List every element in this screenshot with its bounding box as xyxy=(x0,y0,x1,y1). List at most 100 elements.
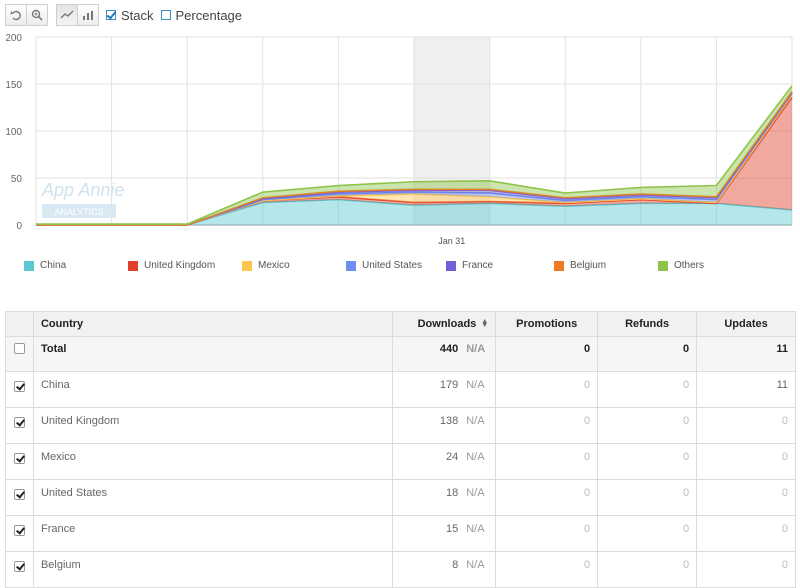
line-chart-button[interactable] xyxy=(56,4,78,26)
legend-swatch xyxy=(24,260,34,271)
promotions-column-header[interactable]: Promotions xyxy=(495,311,599,337)
total-downloads: 440 N/A xyxy=(392,336,497,372)
legend-label: China xyxy=(40,260,67,271)
legend-item[interactable]: China xyxy=(24,260,66,271)
legend-label: France xyxy=(462,260,494,271)
refunds-cell: 0 xyxy=(597,371,698,408)
bar-chart-icon xyxy=(83,11,93,20)
sort-icon: ▲ ▼ xyxy=(481,318,489,330)
row-checkbox[interactable] xyxy=(13,525,25,536)
legend-item[interactable]: Others xyxy=(658,260,704,271)
total-checkbox[interactable] xyxy=(13,343,25,354)
chart-toolbar: Stack Percentage xyxy=(5,4,242,26)
country-cell[interactable]: France xyxy=(32,515,394,552)
refunds-cell: 0 xyxy=(597,515,698,552)
refunds-cell: 0 xyxy=(597,407,698,444)
row-checkbox[interactable] xyxy=(13,417,25,428)
select-column-header xyxy=(5,311,34,337)
promotions-cell: 0 xyxy=(495,479,599,516)
legend-swatch xyxy=(554,260,564,271)
reset-zoom-button[interactable] xyxy=(5,4,27,26)
legend-label: Belgium xyxy=(570,260,607,271)
updates-cell: 0 xyxy=(696,515,796,552)
stack-label: Stack xyxy=(121,7,154,23)
refunds-cell: 0 xyxy=(597,443,698,480)
percentage-check-icon xyxy=(160,10,171,20)
y-tick-label: 50 xyxy=(11,174,23,185)
row-select-cell xyxy=(5,443,34,480)
table-row: United Kingdom 138 N/A 0 0 0 xyxy=(5,407,796,444)
country-cell[interactable]: China xyxy=(32,371,394,408)
country-table: Country Downloads ▲ ▼ Promotions Refunds U… xyxy=(5,311,796,588)
y-tick-label: 150 xyxy=(5,80,22,91)
legend-swatch xyxy=(658,260,668,271)
series-area xyxy=(36,94,792,225)
y-tick-label: 100 xyxy=(5,127,22,138)
promotions-cell: 0 xyxy=(495,371,599,408)
row-select-cell xyxy=(5,515,34,552)
row-checkbox[interactable] xyxy=(13,453,25,464)
downloads-column-header[interactable]: Downloads ▲ ▼ xyxy=(392,311,497,337)
row-checkbox[interactable] xyxy=(13,489,25,500)
y-tick-label: 200 xyxy=(5,33,22,44)
row-checkbox[interactable] xyxy=(13,561,25,572)
y-tick-label: 0 xyxy=(16,221,22,232)
total-select-cell xyxy=(5,336,34,372)
legend-item[interactable]: Belgium xyxy=(554,260,606,271)
updates-cell: 0 xyxy=(696,407,796,444)
updates-column-header[interactable]: Updates xyxy=(696,311,796,337)
row-select-cell xyxy=(5,479,34,516)
watermark-band xyxy=(42,204,116,218)
country-cell[interactable]: United States xyxy=(32,479,394,516)
percentage-checkbox[interactable]: Percentage xyxy=(160,8,242,23)
legend-swatch xyxy=(242,260,252,271)
stack-checkbox[interactable]: Stack xyxy=(106,8,154,23)
legend-item[interactable]: France xyxy=(446,260,493,271)
zoom-button[interactable] xyxy=(26,4,48,26)
updates-cell: 0 xyxy=(696,551,796,588)
updates-cell: 0 xyxy=(696,443,796,480)
series-line xyxy=(36,91,793,226)
legend-item[interactable]: Mexico xyxy=(242,260,290,271)
table-row: United States 18 N/A 0 0 0 xyxy=(5,479,796,516)
legend-label: Mexico xyxy=(258,260,290,271)
downloads-cell: 138 N/A xyxy=(392,407,497,444)
x-tick-label: Jan 31 xyxy=(438,236,465,246)
country-cell[interactable]: Mexico xyxy=(32,443,394,480)
refunds-cell: 0 xyxy=(597,551,698,588)
legend-item[interactable]: United Kingdom xyxy=(128,260,215,271)
downloads-cell: 8 N/A xyxy=(392,551,497,588)
legend-swatch xyxy=(128,260,138,271)
watermark-logo: App Annie xyxy=(41,180,124,200)
row-checkbox[interactable] xyxy=(13,381,25,392)
legend-label: United Kingdom xyxy=(144,260,216,271)
row-select-cell xyxy=(5,551,34,588)
watermark-text: ANALYTICS xyxy=(54,207,103,217)
country-cell[interactable]: Belgium xyxy=(32,551,394,588)
series-area xyxy=(36,199,792,225)
chart-legend: China United Kingdom Mexico United States Fr… xyxy=(24,260,724,274)
updates-cell: 11 xyxy=(696,371,796,408)
series-line xyxy=(36,85,793,225)
country-column-header[interactable]: Country xyxy=(32,311,394,337)
undo-icon xyxy=(10,10,21,21)
legend-label: Others xyxy=(674,260,705,271)
refunds-column-header[interactable]: Refunds xyxy=(597,311,698,337)
total-label: Total xyxy=(32,336,394,372)
legend-swatch xyxy=(346,260,356,271)
downloads-cell: 18 N/A xyxy=(392,479,497,516)
legend-item[interactable]: United States xyxy=(346,260,422,271)
promotions-cell: 0 xyxy=(495,551,599,588)
total-updates: 11 xyxy=(696,336,796,372)
promotions-cell: 0 xyxy=(495,515,599,552)
updates-cell: 0 xyxy=(696,479,796,516)
line-chart-icon xyxy=(60,10,74,19)
table-row: China 179 N/A 0 0 11 xyxy=(5,371,796,408)
downloads-chart: 0 50 100 150 200 App Annie ANALYTICS Jan 31 xyxy=(5,33,793,246)
country-cell[interactable]: United Kingdom xyxy=(32,407,394,444)
total-promotions: 0 xyxy=(495,336,599,372)
downloads-cell: 24 N/A xyxy=(392,443,497,480)
bar-chart-button[interactable] xyxy=(77,4,99,26)
promotions-cell: 0 xyxy=(495,443,599,480)
total-row: Total 440 N/A 0 0 11 xyxy=(5,336,796,372)
